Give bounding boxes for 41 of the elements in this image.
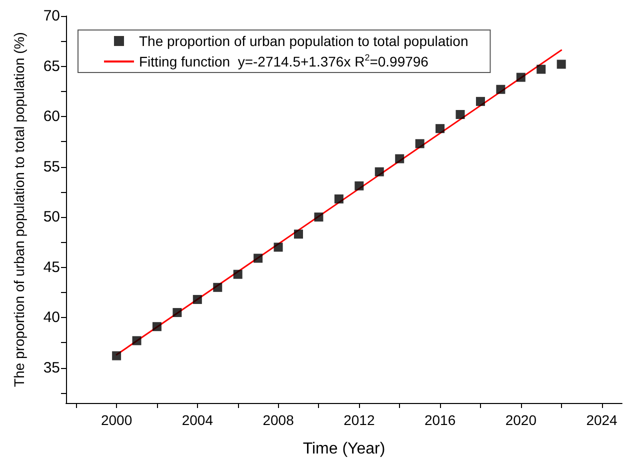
y-tick-label: 70: [43, 8, 60, 24]
point: [374, 167, 384, 176]
y-tick-label: 55: [43, 158, 60, 176]
point: [496, 84, 506, 94]
x-tick-label: 2012: [344, 412, 375, 428]
point: [254, 254, 263, 263]
point: [395, 154, 404, 164]
point: [334, 194, 344, 204]
point: [132, 336, 142, 346]
point: [556, 60, 566, 69]
point: [354, 181, 364, 190]
point: [274, 242, 283, 252]
point: [294, 230, 304, 239]
point: [152, 322, 162, 332]
point: [213, 282, 222, 292]
point: [172, 308, 182, 318]
point: [476, 96, 485, 106]
y-tick-label: 60: [43, 108, 60, 126]
x-tick-label: 2020: [505, 412, 537, 428]
point: [233, 270, 242, 279]
legend-label: The proportion of urban population to total population: [139, 33, 468, 49]
x-tick-label: 2004: [182, 412, 214, 428]
point: [192, 294, 202, 304]
point: [516, 72, 526, 82]
y-axis-title: The proportion of urban population to total population (%): [11, 32, 27, 387]
point: [436, 124, 445, 134]
y-tick-label: 35: [43, 359, 60, 376]
x-tick-label: 2016: [424, 412, 456, 428]
x-axis-title: Time (Year): [302, 440, 386, 458]
x-tick-label: 2008: [262, 412, 294, 428]
point: [456, 110, 465, 120]
point: [314, 212, 324, 222]
y-tick-label: 45: [43, 258, 60, 276]
point: [112, 351, 122, 360]
x-tick-label: 2024: [586, 412, 618, 428]
point: [536, 64, 546, 74]
y-tick-label: 40: [43, 309, 60, 326]
y-tick-label: 65: [43, 58, 60, 75]
y-tick-label: 50: [43, 208, 60, 226]
point: [415, 139, 424, 148]
x-tick-label: 2000: [100, 412, 132, 428]
